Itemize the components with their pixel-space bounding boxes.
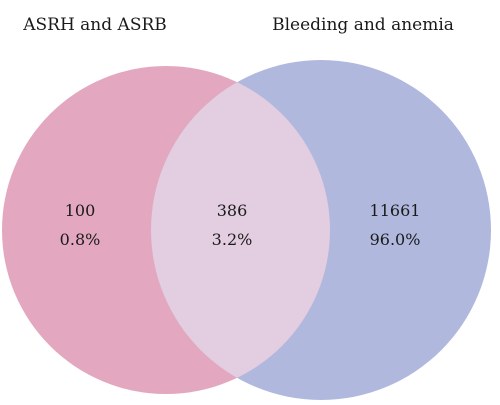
left-only-percent: 0.8%	[60, 230, 101, 249]
overlap-percent: 3.2%	[212, 230, 253, 249]
overlap-region	[151, 66, 330, 394]
right-only-count: 11661	[370, 201, 421, 220]
overlap-count: 386	[217, 201, 248, 220]
left-only-count: 100	[65, 201, 96, 220]
set-title-left: ASRH and ASRB	[22, 15, 167, 35]
right-only-percent: 96.0%	[370, 230, 421, 249]
set-title-right: Bleeding and anemia	[272, 15, 454, 35]
